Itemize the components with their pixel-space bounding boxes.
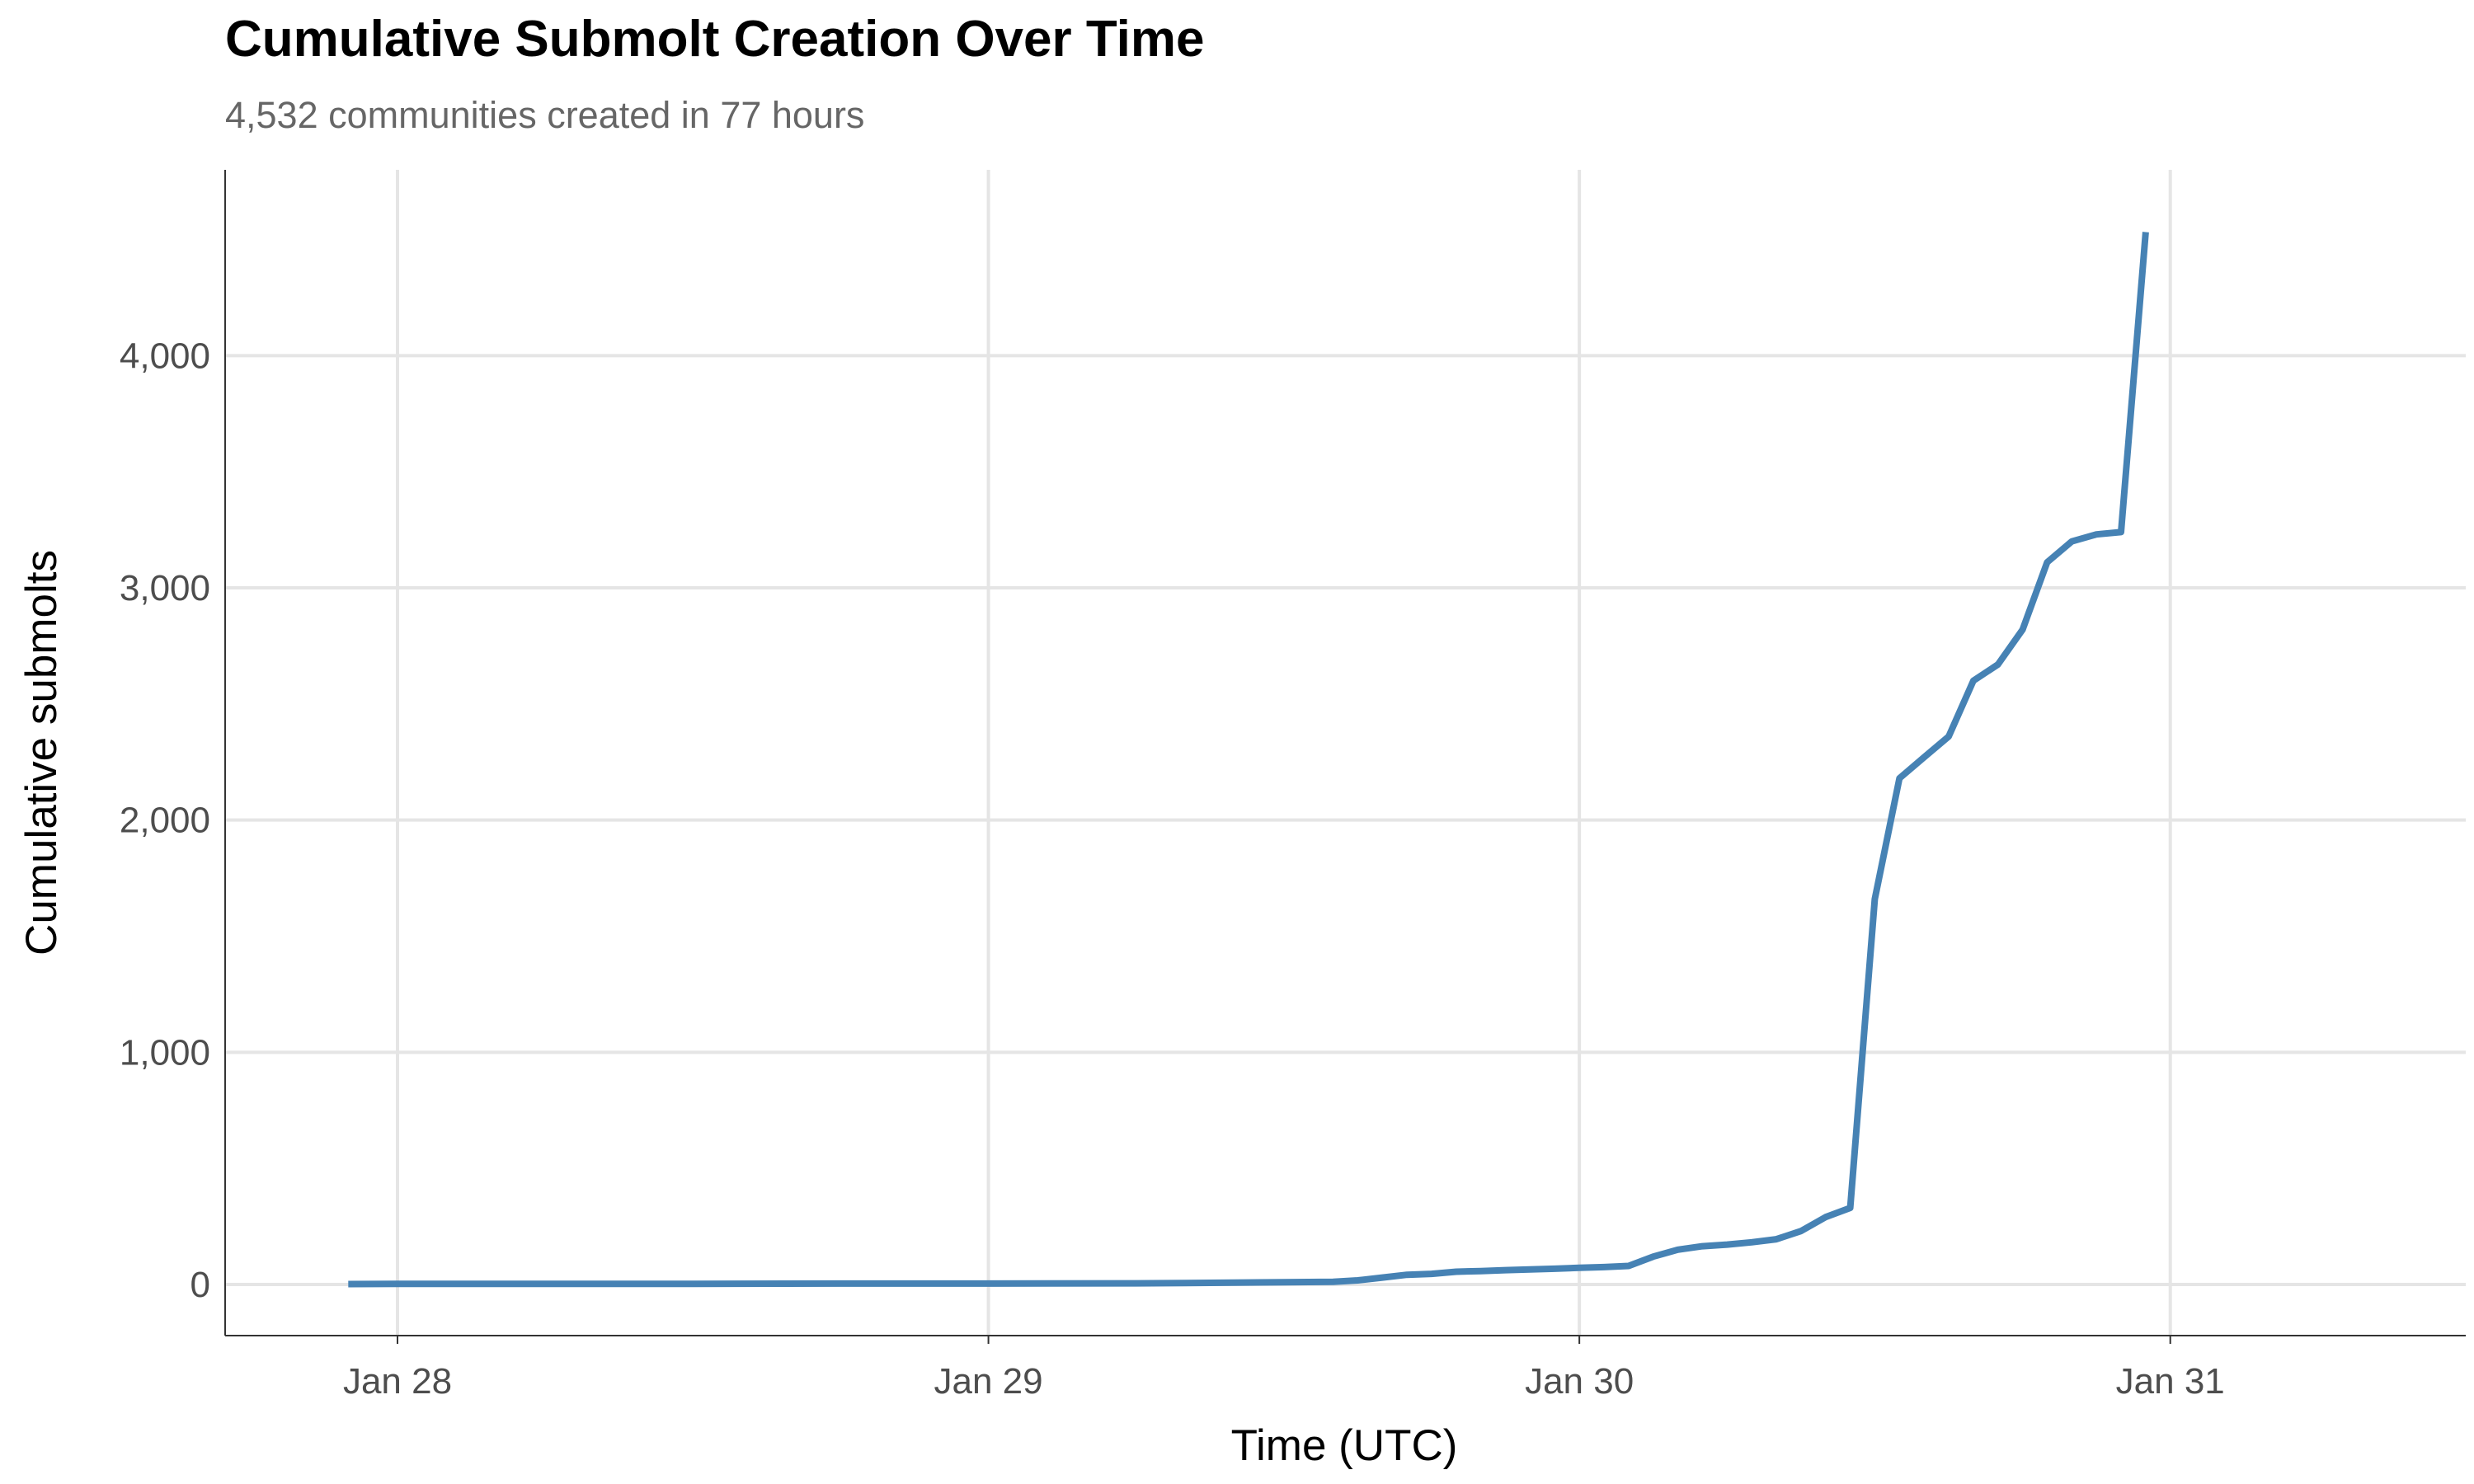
y-tick-label: 0 <box>190 1265 210 1305</box>
y-tick-label: 4,000 <box>120 336 210 376</box>
axes <box>224 170 2466 1336</box>
y-tick-label: 2,000 <box>120 801 210 841</box>
y-tick-label: 1,000 <box>120 1032 210 1073</box>
series-line <box>348 232 2149 1288</box>
x-tick-label: Jan 29 <box>934 1361 1043 1402</box>
grid-lines <box>225 170 2466 1344</box>
series-layer <box>348 232 2149 1288</box>
y-tick-label: 3,000 <box>120 568 210 608</box>
chart-subtitle: 4,532 communities created in 77 hours <box>225 94 865 136</box>
x-tick-label: Jan 30 <box>1525 1361 1634 1402</box>
chart-title: Cumulative Submolt Creation Over Time <box>225 11 1205 68</box>
tick-labels: 0 1,000 2,000 3,000 4,000 Jan 28 Jan 29 Jan 30 J… <box>120 336 2225 1402</box>
x-tick-label: Jan 31 <box>2116 1361 2225 1402</box>
x-axis-title: Time (UTC) <box>1231 1421 1458 1470</box>
y-axis-title: Cumulative submolts <box>17 550 66 956</box>
x-tick-label: Jan 28 <box>343 1361 452 1402</box>
